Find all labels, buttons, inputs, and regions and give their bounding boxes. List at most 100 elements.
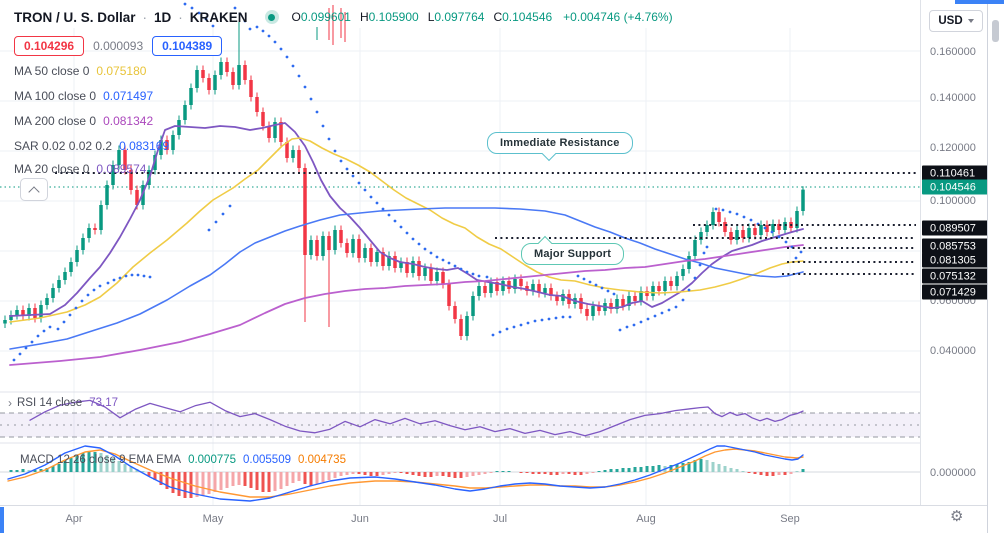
candle-body [465,316,469,336]
ma100-value: 0.071497 [103,89,154,103]
sar-dot [632,323,636,327]
sar-dot [417,242,421,246]
macd-histogram-bar [471,472,475,476]
sar-dot [498,330,502,334]
macd-histogram-bar [201,472,205,496]
candle-body [3,320,7,324]
price-level-chip: 0.071429 [922,284,993,300]
sar-dot [106,281,110,285]
sar-dot [207,228,211,232]
chevron-right-icon[interactable]: › [8,396,12,410]
sar-dot [345,167,349,171]
candle-body [69,262,73,272]
ma100-line [9,207,804,350]
macd-histogram-bar [285,472,289,486]
separator: · [142,9,148,25]
sar-dot [279,47,283,51]
sar-dot [512,325,516,329]
legend-row-ma50[interactable]: MA 50 close 0 0.075180 [14,64,146,78]
macd-histogram-bar [387,472,391,474]
sar-dot [526,321,530,325]
price-axis[interactable]: USD 0.160000 0.140000 0.120000 0.100000 0.06… [920,0,993,528]
rsi-legend-row[interactable]: › RSI 14 close 73.17 [8,396,118,410]
close-value: 0.104546 [502,10,553,24]
sar-dot [124,274,128,278]
candle-body [657,286,661,291]
time-tick-label: Aug [636,513,656,525]
symbol-name[interactable]: TRON / U. S. Dollar [14,9,136,25]
macd-histogram-bar [759,472,763,475]
macd-histogram-bar [633,467,637,472]
candle-body [387,256,391,266]
exchange-label[interactable]: KRAKEN [189,9,248,25]
macd-histogram-bar [345,472,349,475]
candle-body [543,288,547,293]
time-tick-label: Apr [65,513,83,525]
sar-dot [763,226,767,230]
legend-row-ma20[interactable]: MA 20 close 0 0.089574 [14,162,146,176]
sar-dot [667,308,671,312]
candle-body [75,250,79,262]
legend-row-ma200[interactable]: MA 200 close 0 0.081342 [14,114,153,128]
macd-label: MACD 12 26 close 9 EMA EMA [20,454,182,466]
macd-histogram-bar [411,472,415,475]
ma100-label: MA 100 close 0 [14,89,97,103]
candle-body [711,212,715,225]
legend-row-sar[interactable]: SAR 0.02 0.02 0.2 0.083169 [14,139,169,153]
candle-body [483,286,487,293]
macd-histogram-bar [735,469,739,472]
gear-icon[interactable]: ⚙ [950,508,964,525]
scrollbar-thumb[interactable] [992,20,999,42]
time-tick-label: Jun [351,513,369,525]
macd-histogram-bar [507,471,511,472]
sar-dot [303,85,307,89]
candle-body [27,308,31,316]
macd-histogram-bar [147,472,151,476]
sar-dot [130,273,134,277]
macd-histogram-bar [15,470,19,472]
time-tick-label: Sep [780,513,800,525]
resistance-callout[interactable]: Immediate Resistance [487,132,633,154]
high-value: 0.105900 [368,10,419,24]
sar-dot [594,283,598,287]
macd-legend-row[interactable]: MACD 12 26 close 9 EMA EMA 0.000775 0.00… [20,454,346,466]
legend-row-ma100[interactable]: MA 100 close 0 0.071497 [14,89,153,103]
candle-body [15,310,19,315]
price-tick-label: 0.000000 [930,467,976,479]
chevron-up-icon [27,186,40,198]
macd-histogram-bar [495,471,499,472]
stop-price-label[interactable]: 0.104296 [14,36,85,56]
collapse-legend-button[interactable] [20,178,48,201]
sar-dot [742,215,746,219]
candle-body [765,225,769,232]
interval-label[interactable]: 1D [154,9,172,25]
price-level-chip: 0.075132 [922,268,993,284]
time-axis[interactable]: Apr May Jun Jul Aug Sep [0,505,987,533]
candle-body [693,240,697,256]
sar-value: 0.083169 [119,139,170,153]
support-callout[interactable]: Major Support [521,243,625,265]
macd-histogram-bar [255,472,259,490]
candle-body [627,296,631,306]
macd-histogram-bar [273,472,277,491]
candle-body [525,286,529,291]
currency-button[interactable]: USD [929,10,983,32]
sar-dot [233,6,237,10]
price-level-chip: 0.081305 [922,252,993,268]
sar-dot [80,299,84,303]
macd-histogram-bar [699,459,703,472]
symbol-header[interactable]: TRON / U. S. Dollar · 1D · KRAKEN O0.099… [14,8,673,26]
market-status-icon [264,10,279,24]
sar-dot [674,305,678,309]
candle-body [519,279,523,286]
sar-dot [204,17,208,21]
candle-body [231,72,235,85]
sar-dot [660,311,664,315]
price-tick-label: 0.140000 [930,92,976,104]
candle-body [261,112,265,126]
separator: · [178,9,183,25]
sar-dot [36,334,40,338]
entry-price-label[interactable]: 0.104389 [152,36,223,56]
macd-histogram-bar [669,465,673,472]
